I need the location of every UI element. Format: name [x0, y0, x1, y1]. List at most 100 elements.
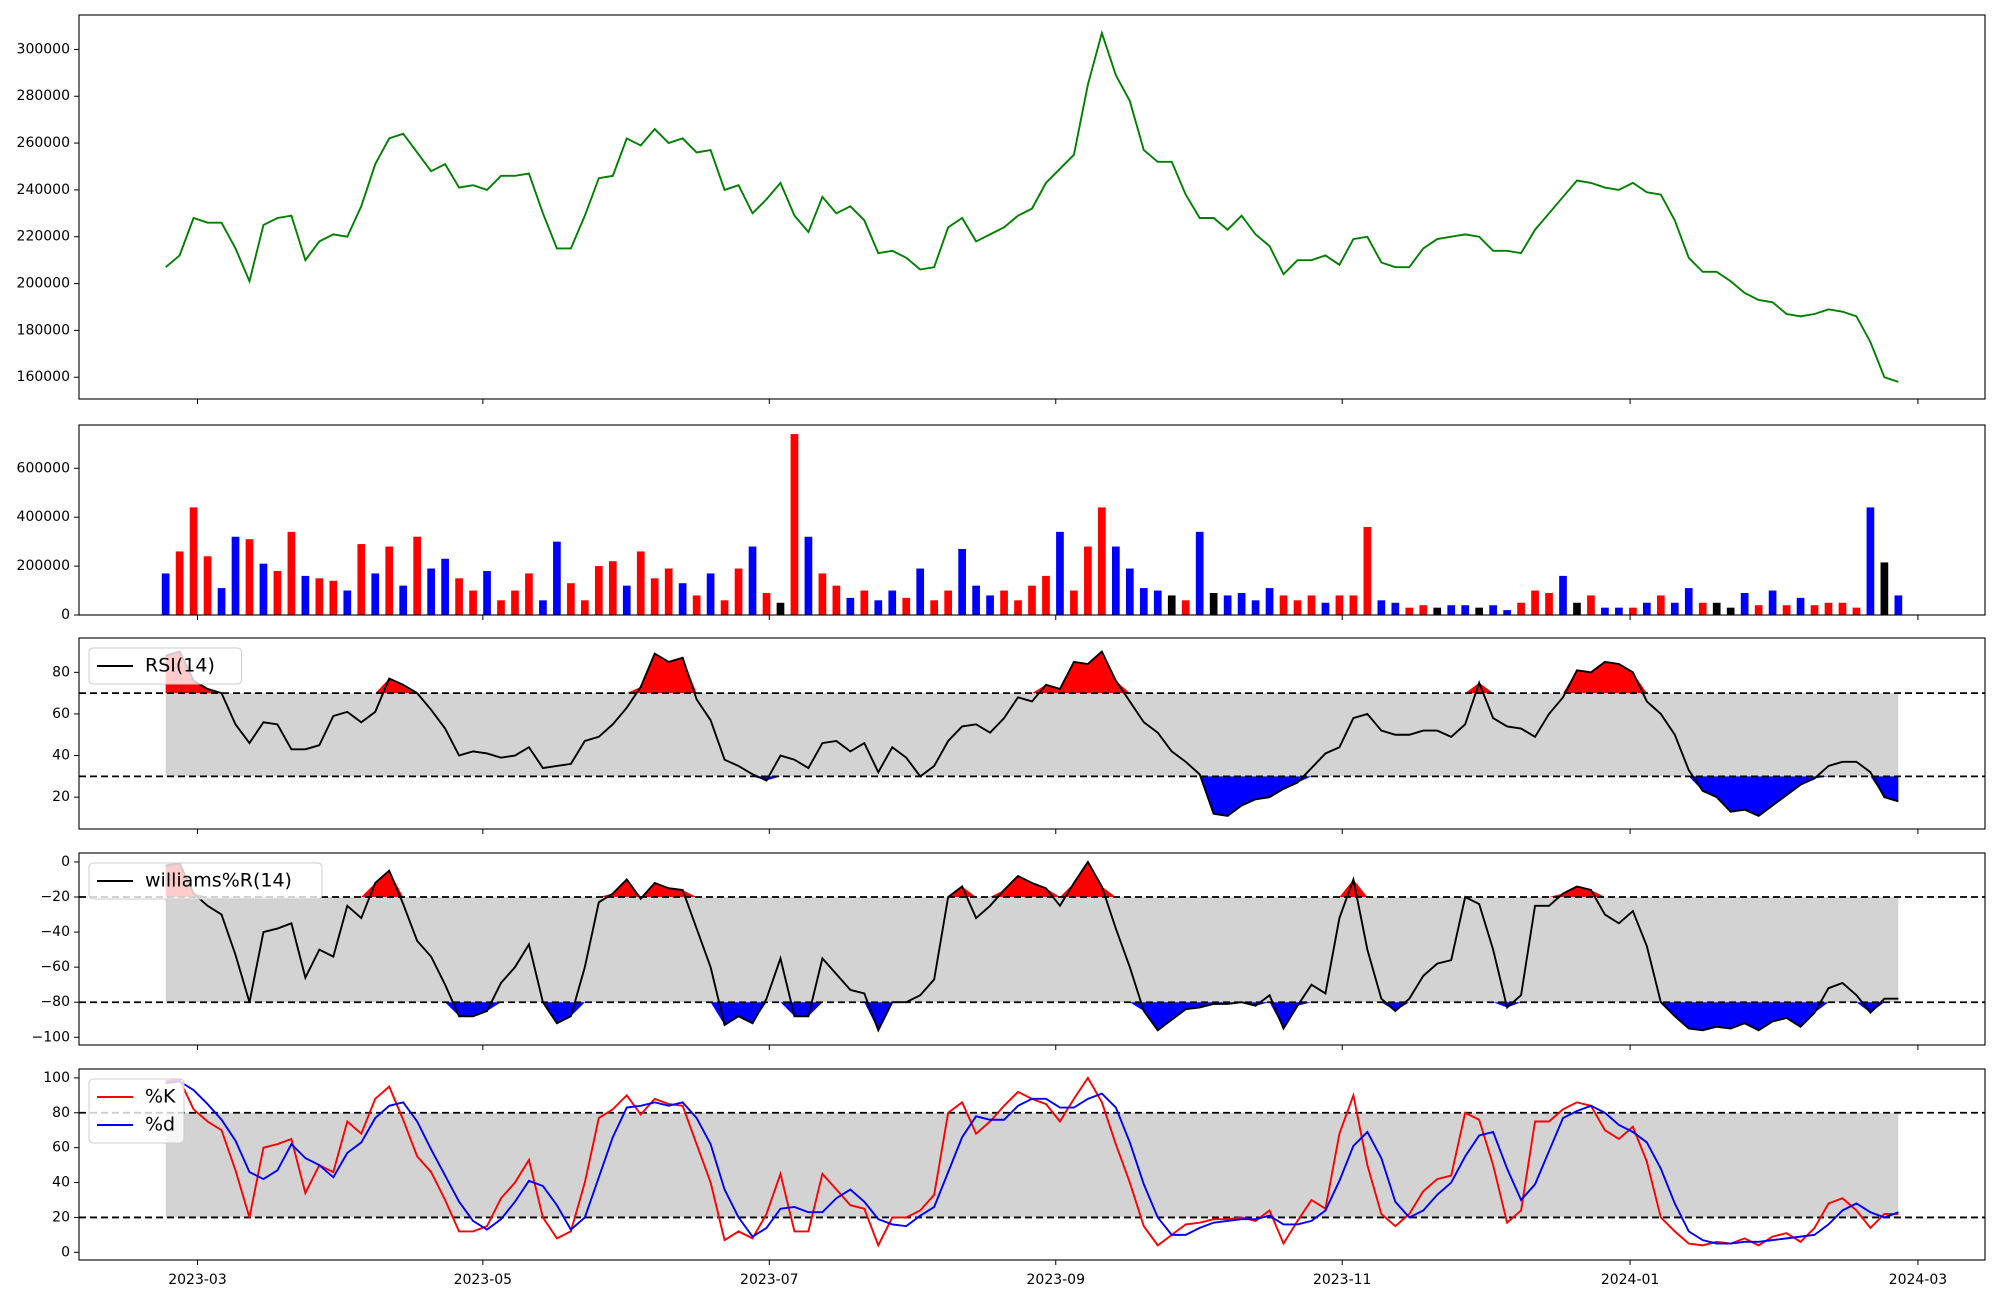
volume-bar	[1782, 605, 1791, 615]
volume-bar	[427, 568, 435, 615]
volume-bar	[1321, 602, 1330, 615]
volume-bar	[1153, 590, 1162, 615]
volume-bar	[622, 585, 631, 615]
volume-bar	[1489, 605, 1497, 615]
volume-bar	[930, 600, 939, 615]
neutral-band	[165, 897, 1899, 1003]
neutral-band	[165, 693, 1899, 777]
y-tick-label: 40	[52, 1175, 70, 1191]
y-tick-label: 220000	[17, 229, 70, 245]
neutral-band	[165, 1112, 1899, 1218]
volume-bar	[1070, 590, 1078, 615]
volume-bar	[245, 539, 254, 615]
volume-bar	[1531, 590, 1539, 615]
volume-bar	[1573, 602, 1581, 615]
y-tick-label: 60	[52, 706, 70, 722]
volume-bar	[1084, 546, 1092, 615]
volume-bar	[1545, 592, 1553, 615]
volume-bar	[469, 590, 477, 615]
volume-bar	[1223, 595, 1232, 615]
y-tick-label: 160000	[17, 369, 70, 385]
volume-bar	[1335, 595, 1344, 615]
y-tick-label: 280000	[17, 88, 70, 104]
volume-bar	[1866, 507, 1875, 615]
volume-bar	[1265, 588, 1274, 615]
y-tick-label: −60	[40, 959, 70, 975]
indicator-line	[165, 649, 1899, 817]
legend: RSI(14)	[88, 647, 242, 685]
volume-bar	[678, 583, 687, 615]
volume-bar	[1307, 595, 1316, 615]
volume-bar	[608, 561, 617, 615]
axes-frame	[78, 637, 1986, 830]
x-tick-label: 2023-05	[454, 1272, 513, 1288]
volume-bar	[1656, 595, 1665, 615]
y-tick-label: −100	[32, 1029, 70, 1045]
volume-bar	[525, 573, 533, 615]
volume-bar	[1587, 595, 1595, 615]
axes-frame	[78, 852, 1986, 1046]
price-line	[165, 29, 1899, 383]
volume-bar	[776, 602, 785, 615]
volume-bar	[1796, 597, 1805, 615]
volume-bar	[1139, 588, 1148, 615]
volume-bar	[567, 583, 575, 615]
volume-bar	[846, 597, 855, 615]
volume-bar	[1601, 607, 1609, 615]
y-tick-label: 260000	[17, 135, 70, 151]
volume-bar	[371, 573, 380, 615]
volume-bar	[1754, 605, 1763, 615]
oversold-fill	[165, 776, 1899, 816]
volume-bar	[1517, 602, 1525, 615]
volume-bar	[1014, 600, 1022, 615]
volume-bar	[1726, 607, 1735, 615]
volume-bar	[1852, 607, 1861, 615]
volume-bar	[259, 563, 268, 615]
volume-bar	[762, 592, 771, 615]
volume-bar	[539, 600, 547, 615]
y-tick-label: −40	[40, 924, 70, 940]
y-tick-label: 60	[52, 1140, 70, 1156]
indicator-line	[165, 860, 1899, 1033]
x-tick-label: 2023-09	[1027, 1272, 1086, 1288]
volume-bar	[958, 548, 966, 615]
panel	[161, 434, 1903, 615]
volume-bar	[1028, 585, 1036, 615]
volume-bar	[497, 600, 505, 615]
overbought-fill	[165, 861, 1899, 898]
volume-bar	[287, 531, 296, 615]
y-tick-label: −80	[40, 994, 70, 1010]
volume-bar	[1349, 595, 1358, 615]
volume-bar	[1880, 562, 1889, 615]
volume-bar	[455, 578, 463, 615]
volume-bar	[189, 507, 198, 615]
volume-bar	[217, 588, 226, 615]
y-tick-label: 200000	[17, 558, 70, 574]
volume-bar	[902, 597, 911, 615]
volume-bar	[581, 600, 589, 615]
volume-bar	[1894, 595, 1903, 615]
volume-bar	[1629, 607, 1637, 615]
volume-bar	[986, 595, 994, 615]
volume-bar	[1712, 602, 1721, 615]
legend: williams%R(14)	[88, 862, 323, 900]
y-tick-label: 0	[61, 1244, 70, 1260]
volume-bar	[650, 578, 659, 615]
volume-bar	[1042, 575, 1050, 615]
volume-bar	[1098, 507, 1106, 615]
volume-bar	[1810, 605, 1819, 615]
volume-bar	[203, 556, 212, 615]
x-tick-label: 2024-03	[1889, 1272, 1948, 1288]
y-tick-label: 20	[52, 789, 70, 805]
volume-bar	[399, 585, 408, 615]
volume-bar	[790, 434, 799, 615]
x-tick-label: 2023-11	[1313, 1272, 1372, 1288]
panel	[79, 860, 1985, 1033]
volume-bar	[1363, 526, 1372, 615]
y-tick-label: −20	[40, 889, 70, 905]
volume-bar	[1111, 546, 1120, 615]
legend-label: RSI(14)	[145, 655, 215, 677]
volume-bar	[175, 551, 184, 615]
